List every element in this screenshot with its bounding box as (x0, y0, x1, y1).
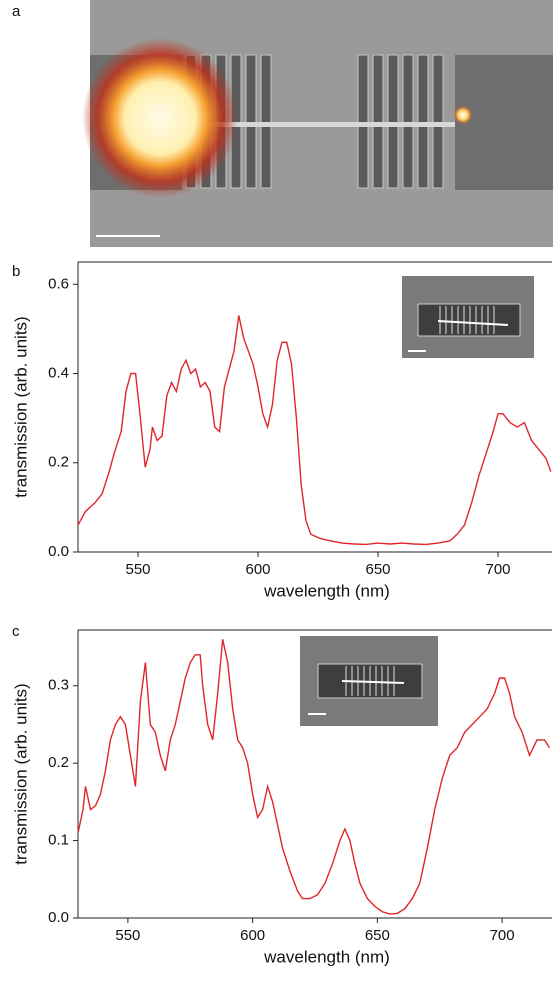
y-tick-label: 0.2 (48, 454, 69, 471)
inset-image (300, 636, 438, 726)
inset-image (402, 276, 534, 358)
sem-image (82, 0, 553, 247)
x-tick-label: 700 (485, 561, 510, 578)
y-tick-label: 0.1 (48, 832, 69, 849)
x-axis-title: wavelength (nm) (263, 947, 390, 966)
y-axis-title: transmission (arb. units) (11, 683, 30, 864)
x-tick-label: 650 (365, 927, 390, 944)
panel-label: a (12, 3, 21, 20)
x-tick-label: 550 (115, 927, 140, 944)
y-tick-label: 0.6 (48, 275, 69, 292)
x-tick-label: 550 (125, 561, 150, 578)
y-tick-label: 0.0 (48, 909, 69, 926)
x-axis-title: wavelength (nm) (263, 581, 390, 600)
y-tick-label: 0.4 (48, 365, 69, 382)
y-tick-label: 0.2 (48, 754, 69, 771)
data-line (77, 315, 552, 546)
x-tick-label: 600 (240, 927, 265, 944)
panel-label: c (12, 623, 20, 640)
y-axis-title: transmission (arb. units) (11, 316, 30, 497)
panel-label: b (12, 263, 20, 280)
y-tick-label: 0.3 (48, 677, 69, 694)
x-tick-label: 650 (365, 561, 390, 578)
y-tick-label: 0.0 (48, 543, 69, 560)
x-tick-label: 700 (490, 927, 515, 944)
data-line (77, 639, 551, 915)
x-tick-label: 600 (245, 561, 270, 578)
